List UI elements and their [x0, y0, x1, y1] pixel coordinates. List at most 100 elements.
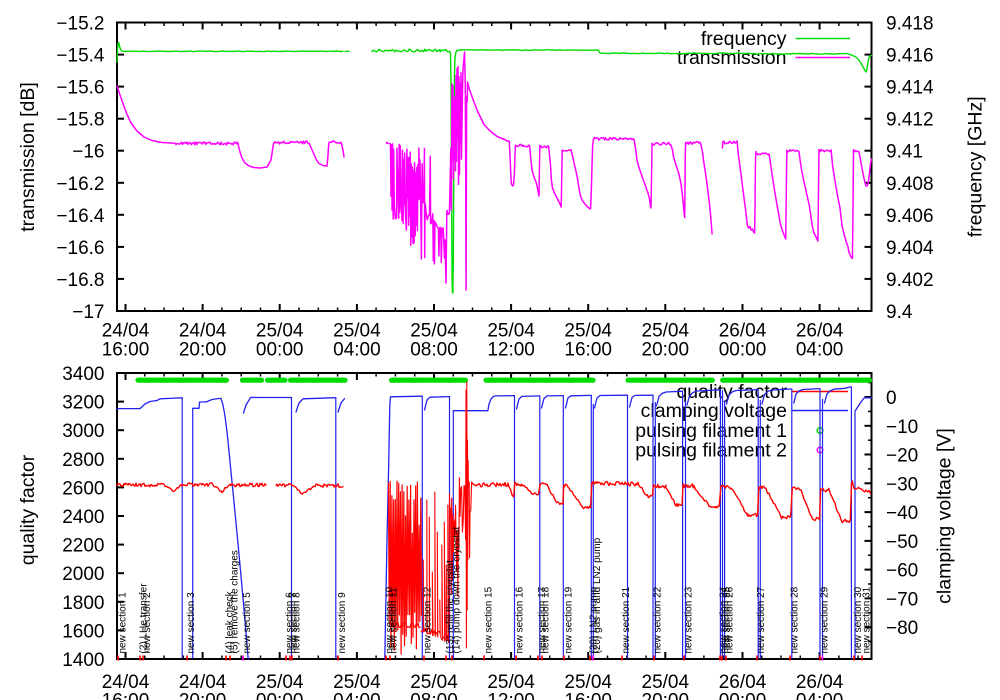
svg-text:new section 18: new section 18 [541, 586, 552, 653]
svg-text:3400: 3400 [62, 364, 104, 385]
svg-text:9.402: 9.402 [886, 270, 934, 291]
svg-text:25/04: 25/04 [564, 672, 612, 693]
svg-text:transmission [dB]: transmission [dB] [17, 82, 39, 232]
svg-text:quality factor: quality factor [17, 454, 39, 565]
svg-text:12:00: 12:00 [487, 691, 535, 700]
svg-text:1400: 1400 [62, 650, 104, 671]
svg-text:24/04: 24/04 [102, 321, 150, 342]
svg-text:04:00: 04:00 [796, 340, 844, 361]
svg-text:9.412: 9.412 [886, 110, 934, 131]
svg-text:−15.6: −15.6 [56, 78, 104, 99]
svg-text:−15.4: −15.4 [56, 46, 105, 67]
svg-text:2200: 2200 [62, 536, 104, 557]
svg-text:−17: −17 [72, 302, 104, 323]
svg-text:00:00: 00:00 [719, 340, 767, 361]
svg-text:12:00: 12:00 [487, 340, 535, 361]
svg-text:9.414: 9.414 [886, 78, 934, 99]
svg-text:04:00: 04:00 [333, 340, 381, 361]
svg-text:frequency: frequency [701, 28, 787, 50]
svg-text:16:00: 16:00 [102, 691, 150, 700]
svg-text:frequency [GHz]: frequency [GHz] [965, 96, 987, 237]
svg-text:clamping voltage [V]: clamping voltage [V] [934, 428, 956, 604]
svg-text:26/04: 26/04 [719, 321, 767, 342]
svg-text:new section 23: new section 23 [684, 586, 695, 653]
svg-text:9.416: 9.416 [886, 46, 934, 67]
svg-text:new section 30: new section 30 [853, 586, 864, 653]
svg-text:25/04: 25/04 [410, 321, 458, 342]
svg-text:26/04: 26/04 [796, 321, 844, 342]
svg-text:clamping voltage: clamping voltage [641, 400, 787, 422]
svg-text:new section 19: new section 19 [564, 586, 575, 653]
svg-text:new section 1: new section 1 [118, 592, 129, 654]
svg-text:00:00: 00:00 [256, 691, 304, 700]
svg-text:−30: −30 [886, 474, 918, 495]
svg-text:new section 27: new section 27 [756, 586, 767, 653]
svg-text:new section 21: new section 21 [621, 586, 632, 653]
svg-text:25/04: 25/04 [564, 321, 612, 342]
svg-text:new section 12: new section 12 [423, 586, 434, 653]
svg-text:new section 26: new section 26 [725, 586, 736, 653]
svg-text:26/04: 26/04 [719, 672, 767, 693]
svg-text:25/04: 25/04 [256, 321, 304, 342]
svg-text:9.404: 9.404 [886, 238, 934, 259]
svg-text:(4) leak check: (4) leak check [225, 590, 236, 653]
svg-text:3200: 3200 [62, 393, 104, 414]
svg-text:new section 9: new section 9 [337, 592, 348, 654]
svg-text:−60: −60 [886, 561, 918, 582]
svg-text:(20) gas in and LN2 pump: (20) gas in and LN2 pump [592, 537, 603, 653]
svg-text:25/04: 25/04 [333, 672, 381, 693]
svg-text:−70: −70 [886, 589, 918, 610]
svg-text:transmission: transmission [677, 47, 786, 69]
svg-text:−20: −20 [886, 446, 918, 467]
svg-text:20:00: 20:00 [179, 691, 227, 700]
svg-text:−16.2: −16.2 [56, 174, 104, 195]
svg-text:(20) LN2 pump: (20) LN2 pump [589, 586, 600, 653]
svg-text:−10: −10 [886, 417, 918, 438]
svg-text:new section 2: new section 2 [142, 592, 153, 654]
svg-text:25/04: 25/04 [487, 321, 535, 342]
svg-text:25/04: 25/04 [487, 672, 535, 693]
svg-text:20:00: 20:00 [642, 691, 690, 700]
svg-text:pulsing filament 2: pulsing filament 2 [635, 440, 787, 462]
svg-text:25/04: 25/04 [642, 321, 690, 342]
svg-text:08:00: 08:00 [410, 340, 458, 361]
svg-text:−16.8: −16.8 [56, 270, 104, 291]
svg-text:new section 15: new section 15 [484, 586, 495, 653]
svg-text:new section 22: new section 22 [653, 586, 664, 653]
svg-text:2000: 2000 [62, 564, 104, 585]
svg-text:−16.4: −16.4 [56, 206, 105, 227]
svg-text:25/04: 25/04 [410, 672, 458, 693]
svg-text:new section 24: new section 24 [719, 586, 730, 653]
svg-text:new section 17: new section 17 [537, 586, 548, 653]
svg-text:16:00: 16:00 [564, 340, 612, 361]
svg-text:16:00: 16:00 [564, 691, 612, 700]
svg-text:20:00: 20:00 [179, 340, 227, 361]
svg-text:9.408: 9.408 [886, 174, 934, 195]
svg-text:new section 29: new section 29 [820, 586, 831, 653]
svg-text:pulsing filament 1: pulsing filament 1 [635, 420, 787, 442]
svg-text:new section 28: new section 28 [790, 586, 801, 653]
svg-text:16:00: 16:00 [102, 340, 150, 361]
svg-text:24/04: 24/04 [179, 672, 227, 693]
svg-text:new section 6: new section 6 [285, 592, 296, 654]
svg-text:2800: 2800 [62, 450, 104, 471]
svg-text:1600: 1600 [62, 621, 104, 642]
svg-text:9.406: 9.406 [886, 206, 934, 227]
svg-text:new section 7: new section 7 [289, 592, 300, 654]
svg-text:new section 8: new section 8 [292, 592, 303, 654]
svg-text:24/04: 24/04 [102, 672, 150, 693]
svg-text:(13) refill the cryostat: (13) refill the cryostat [445, 560, 456, 654]
svg-text:25/04: 25/04 [256, 672, 304, 693]
svg-text:26/04: 26/04 [796, 672, 844, 693]
svg-text:00:00: 00:00 [719, 691, 767, 700]
svg-text:−15.8: −15.8 [56, 110, 104, 131]
svg-text:new section 3: new section 3 [186, 592, 197, 654]
svg-text:9.418: 9.418 [886, 14, 934, 35]
svg-text:(2) LHe transfer: (2) LHe transfer [139, 583, 150, 654]
svg-text:new section 5: new section 5 [242, 592, 253, 654]
svg-text:3000: 3000 [62, 421, 104, 442]
svg-text:1800: 1800 [62, 593, 104, 614]
svg-text:−15.2: −15.2 [56, 14, 104, 35]
svg-text:−80: −80 [886, 618, 918, 639]
svg-text:9.41: 9.41 [886, 142, 923, 163]
